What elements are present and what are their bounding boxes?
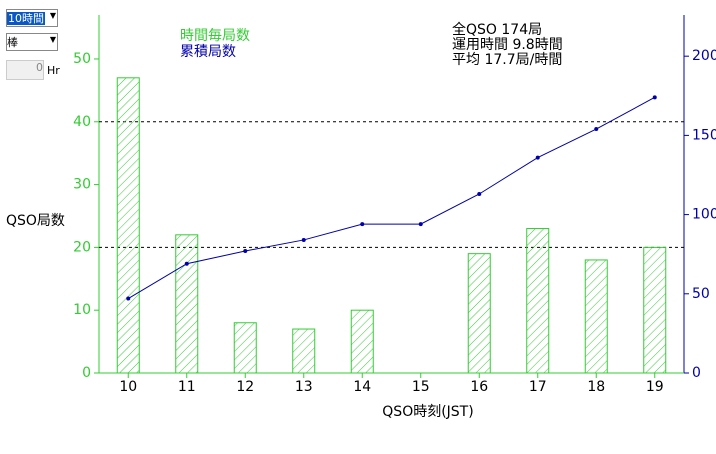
y2-tick-label: 100 [692,207,716,223]
bar [116,77,140,374]
point [360,222,365,227]
offset-value: 0 [36,61,43,74]
bar [233,322,257,374]
summary: 全QSO 174局 [452,21,542,38]
arrow: ▼ [49,11,56,20]
point [243,249,248,254]
hours-text: 10時間 [7,12,45,25]
point [418,222,423,227]
point [301,237,306,242]
x-tick-label: 10 [119,379,137,395]
y-tick-label: 0 [82,365,91,381]
bar [584,259,608,374]
y-tick-label: 40 [73,114,91,130]
y-tick-label: 30 [73,177,91,193]
cumulative-line [127,96,655,299]
x-tick-label: 18 [587,379,605,395]
summary: 平均 17.7局/時間 [452,52,562,68]
x-tick-label: 17 [529,379,547,395]
bar [350,309,374,374]
x-tick-label: 12 [236,379,254,395]
summary: 運用時間 9.8時間 [452,37,563,53]
x-tick-label: 13 [295,379,313,395]
bar [467,253,491,374]
point [652,95,657,100]
x-label: QSO時刻(JST) [382,404,473,420]
style-select[interactable]: 棒 ▼ [6,33,58,51]
point [535,155,540,160]
x-tick-label: 14 [353,379,371,395]
x-tick-label: 15 [412,379,430,395]
legend-line: 累積局数 [180,44,236,60]
x-tick-label: 11 [178,379,196,395]
legend-bar: 時間毎局数 [180,28,250,44]
offset-spinner[interactable]: 0 [6,60,44,80]
point [126,296,131,301]
y-tick-label: 20 [73,239,91,255]
x-tick-label: 19 [646,379,664,395]
y2-tick-label: 0 [692,365,701,381]
style-text: 棒 [7,36,18,49]
bar [643,246,667,374]
point [477,192,482,196]
bar [526,228,550,374]
x-tick-label: 16 [470,379,488,395]
bar [292,328,316,374]
y2-tick-label: 50 [692,286,710,302]
hours-select[interactable]: 10時間 ▼ [6,9,58,27]
point [594,127,599,132]
bar [175,234,199,374]
offset-unit: Hr [47,64,60,77]
y-label: QSO局数 [6,213,65,229]
arrow: ▼ [49,35,56,44]
y2-tick-label: 150 [692,127,716,143]
point [184,261,189,266]
y2-tick-label: 200 [692,48,716,64]
y-tick-label: 10 [73,302,91,318]
y-tick-label: 50 [73,51,91,67]
